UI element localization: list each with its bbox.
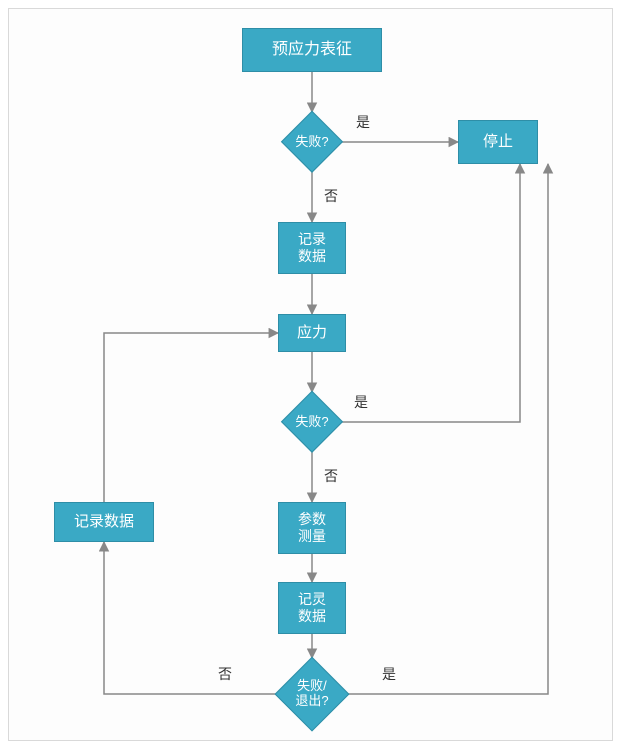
node-fail-exit-decision: 失败/退出?: [276, 658, 348, 730]
node-label: 记录数据: [298, 231, 326, 266]
node-label: 停止: [483, 133, 513, 152]
node-prestress-characterization: 预应力表征: [242, 28, 382, 72]
node-record-data-left: 记录数据: [54, 502, 154, 542]
node-label: 预应力表征: [272, 40, 352, 60]
node-label: 记录数据: [74, 513, 134, 532]
node-fail-decision-1: 失败?: [282, 112, 342, 172]
node-stop: 停止: [458, 120, 538, 164]
edge-label-yes-2: 是: [354, 392, 368, 412]
node-stress: 应力: [278, 314, 346, 352]
node-fail-decision-2: 失败?: [282, 392, 342, 452]
node-label: 失败/退出?: [276, 658, 348, 730]
node-label: 失败?: [282, 392, 342, 452]
edge-label-yes-1: 是: [356, 112, 370, 132]
node-record-data-1: 记录数据: [278, 222, 346, 274]
edge-label-no-3: 否: [218, 664, 232, 684]
node-label: 记灵数据: [298, 591, 326, 626]
node-label: 应力: [297, 324, 327, 343]
node-parameter-measurement: 参数测量: [278, 502, 346, 554]
node-label: 失败?: [282, 112, 342, 172]
node-label: 参数测量: [298, 511, 326, 546]
node-record-data-2: 记灵数据: [278, 582, 346, 634]
edge-label-no-1: 否: [324, 186, 338, 206]
edge-label-yes-3: 是: [382, 664, 396, 684]
edge-label-no-2: 否: [324, 466, 338, 486]
flowchart-canvas: 预应力表征 停止 记录数据 应力 参数测量 记录数据 记灵数据 失败? 失败? …: [0, 0, 621, 749]
